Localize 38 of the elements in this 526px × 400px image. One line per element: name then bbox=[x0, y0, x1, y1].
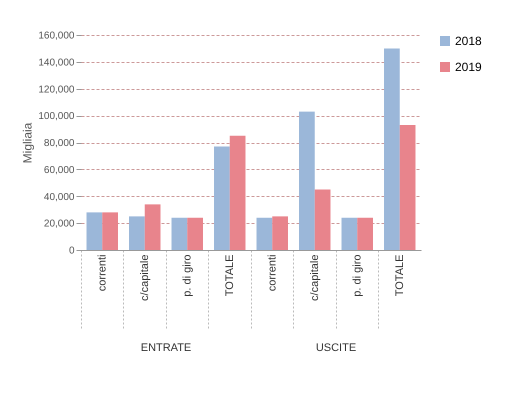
y-tick-label: 160,000 bbox=[38, 30, 75, 42]
y-tick-label: 140,000 bbox=[38, 57, 75, 68]
bar bbox=[314, 190, 330, 250]
bar bbox=[357, 218, 373, 250]
bar bbox=[384, 48, 400, 250]
text: ENTRATE bbox=[140, 342, 192, 354]
y-tick-label: 100,000 bbox=[38, 111, 75, 122]
y-tick-label: 120,000 bbox=[38, 84, 75, 96]
bar bbox=[272, 216, 288, 250]
x-tick-label: p. di giro bbox=[351, 254, 364, 297]
x-tick-label: c/capitale bbox=[138, 254, 151, 301]
y-tick-label: 80,000 bbox=[44, 138, 75, 149]
bar bbox=[342, 218, 358, 250]
bar bbox=[86, 212, 102, 250]
legend-label: 2018 bbox=[455, 34, 482, 48]
x-tick-label: p. di giro bbox=[181, 254, 194, 297]
x-tick-label: TOTALE bbox=[394, 254, 406, 296]
y-tick-label: 40,000 bbox=[44, 192, 75, 203]
legend-label: 2019 bbox=[455, 60, 482, 74]
bar bbox=[214, 146, 230, 250]
bar bbox=[129, 216, 145, 250]
y-axis-title: Migliaia bbox=[20, 122, 34, 164]
bar bbox=[400, 125, 416, 250]
bar bbox=[230, 136, 246, 250]
text: USCITE bbox=[316, 342, 356, 354]
y-tick-label: 0 bbox=[68, 246, 75, 256]
bar bbox=[144, 204, 160, 250]
y-tick-label: 20,000 bbox=[44, 218, 75, 230]
y-tick-label: 60,000 bbox=[44, 164, 75, 176]
bar bbox=[102, 212, 118, 250]
bar bbox=[299, 112, 315, 250]
x-tick-label: c/capitale bbox=[308, 254, 321, 301]
bar bbox=[187, 218, 203, 250]
x-tick-label: TOTALE bbox=[224, 254, 236, 296]
x-tick-label: correnti bbox=[266, 254, 278, 292]
bar bbox=[256, 218, 272, 250]
x-tick-label: correnti bbox=[96, 254, 108, 292]
bar bbox=[172, 218, 188, 250]
